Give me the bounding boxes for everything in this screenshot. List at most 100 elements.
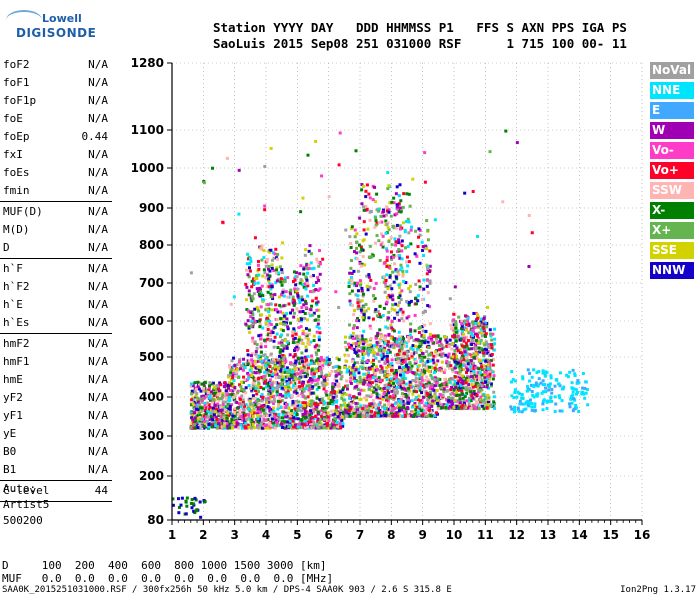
data-point (377, 340, 381, 344)
data-point (526, 368, 530, 372)
data-point (355, 251, 359, 255)
data-point (375, 378, 379, 382)
data-point (362, 184, 366, 188)
data-point (191, 396, 195, 400)
data-point (395, 203, 399, 207)
data-point (470, 334, 474, 338)
data-point (412, 339, 416, 343)
data-point (349, 241, 353, 245)
data-point (577, 409, 581, 413)
data-point (381, 405, 385, 409)
data-point (234, 425, 238, 429)
data-point (399, 335, 403, 339)
data-point (299, 319, 303, 323)
data-point (245, 298, 249, 302)
data-point (314, 383, 318, 387)
data-point (355, 284, 359, 288)
data-point (396, 360, 400, 364)
data-point (454, 390, 458, 394)
data-point (453, 398, 457, 402)
data-point (240, 426, 244, 430)
data-point (458, 361, 462, 365)
data-point (265, 318, 269, 322)
data-point (325, 357, 329, 361)
data-point (311, 274, 315, 278)
data-point (283, 424, 287, 428)
data-point (224, 396, 228, 400)
data-point (433, 392, 437, 396)
data-point (485, 324, 489, 328)
data-point (303, 425, 307, 429)
data-point (205, 421, 209, 425)
data-point (276, 253, 280, 257)
data-point (315, 343, 319, 347)
data-point (403, 377, 407, 381)
data-point (407, 357, 411, 361)
data-point (326, 422, 330, 426)
data-point (377, 220, 381, 224)
data-point (226, 426, 230, 430)
data-point (194, 419, 198, 423)
data-point (235, 391, 239, 395)
data-point (420, 375, 424, 379)
data-point (208, 394, 212, 398)
data-point (180, 496, 184, 500)
data-point (221, 400, 225, 404)
data-point (445, 403, 449, 407)
data-point (315, 353, 319, 357)
data-point (471, 338, 475, 342)
data-point (464, 355, 468, 359)
data-point (542, 398, 546, 402)
data-point (425, 375, 429, 379)
data-point (544, 386, 548, 390)
data-point (361, 352, 365, 356)
data-point (482, 364, 486, 368)
data-point (276, 391, 280, 395)
data-point (265, 303, 269, 307)
data-point (483, 343, 487, 347)
data-point (278, 265, 282, 269)
data-point (409, 329, 413, 333)
data-point (274, 268, 278, 272)
data-point (319, 401, 323, 405)
data-point (304, 387, 308, 391)
data-point (223, 381, 227, 385)
data-point (573, 374, 577, 378)
data-point (429, 337, 433, 341)
data-point (298, 380, 302, 384)
data-point (387, 208, 391, 212)
data-point (573, 372, 577, 376)
data-point (272, 402, 276, 406)
data-point (397, 248, 401, 252)
data-point (333, 426, 337, 430)
data-point (428, 279, 432, 283)
data-point (288, 414, 292, 418)
data-point (204, 412, 208, 416)
data-point (304, 396, 308, 400)
data-point (420, 240, 424, 244)
data-point (454, 375, 458, 379)
data-point (240, 418, 244, 422)
data-point (269, 287, 273, 291)
data-point (246, 319, 250, 323)
data-point (470, 383, 474, 387)
data-point (443, 368, 447, 372)
data-point (247, 289, 251, 293)
data-point (247, 376, 251, 380)
data-point (425, 272, 429, 276)
data-point (368, 218, 372, 222)
data-point (393, 407, 397, 411)
data-point (407, 231, 411, 235)
data-point (405, 341, 409, 345)
data-point (289, 361, 293, 365)
data-point (381, 208, 385, 212)
data-point (265, 257, 269, 261)
data-point (410, 225, 414, 229)
data-point (381, 245, 385, 249)
data-point (255, 360, 259, 364)
data-point (414, 296, 418, 300)
data-point (389, 214, 393, 218)
data-point (285, 366, 289, 370)
data-point (386, 342, 390, 346)
data-point (399, 402, 403, 406)
